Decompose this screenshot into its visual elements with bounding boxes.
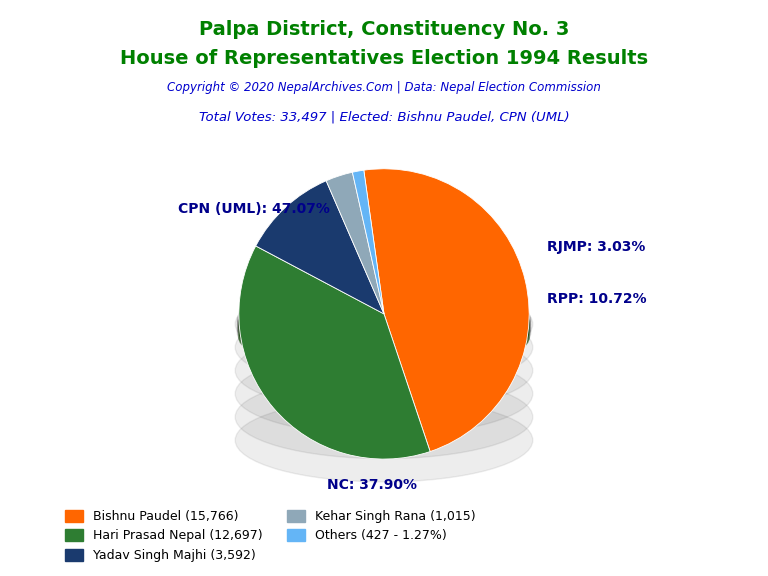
Legend: Bishnu Paudel (15,766), Hari Prasad Nepal (12,697), Yadav Singh Majhi (3,592), K: Bishnu Paudel (15,766), Hari Prasad Nepa…: [60, 505, 480, 567]
Wedge shape: [364, 169, 529, 452]
Wedge shape: [326, 172, 384, 314]
Ellipse shape: [235, 399, 533, 482]
Text: CPN (UML): 47.07%: CPN (UML): 47.07%: [178, 202, 329, 217]
Wedge shape: [353, 170, 384, 314]
Text: RJMP: 3.03%: RJMP: 3.03%: [547, 240, 645, 254]
Text: Copyright © 2020 NepalArchives.Com | Data: Nepal Election Commission: Copyright © 2020 NepalArchives.Com | Dat…: [167, 81, 601, 94]
Wedge shape: [239, 246, 430, 459]
Wedge shape: [256, 181, 384, 314]
Ellipse shape: [235, 329, 533, 412]
Text: Total Votes: 33,497 | Elected: Bishnu Paudel, CPN (UML): Total Votes: 33,497 | Elected: Bishnu Pa…: [199, 111, 569, 124]
Ellipse shape: [239, 301, 529, 373]
Ellipse shape: [237, 293, 531, 372]
Text: House of Representatives Election 1994 Results: House of Representatives Election 1994 R…: [120, 49, 648, 68]
Ellipse shape: [235, 352, 533, 435]
Ellipse shape: [239, 291, 529, 364]
Ellipse shape: [235, 376, 533, 458]
Ellipse shape: [235, 306, 533, 389]
Ellipse shape: [237, 287, 531, 366]
Ellipse shape: [239, 286, 529, 359]
Ellipse shape: [237, 280, 531, 359]
Text: Palpa District, Constituency No. 3: Palpa District, Constituency No. 3: [199, 20, 569, 39]
Ellipse shape: [235, 282, 533, 366]
Ellipse shape: [239, 296, 529, 369]
Ellipse shape: [237, 290, 531, 369]
Ellipse shape: [237, 283, 531, 362]
Text: RPP: 10.72%: RPP: 10.72%: [547, 293, 646, 306]
Text: NC: 37.90%: NC: 37.90%: [327, 478, 417, 492]
